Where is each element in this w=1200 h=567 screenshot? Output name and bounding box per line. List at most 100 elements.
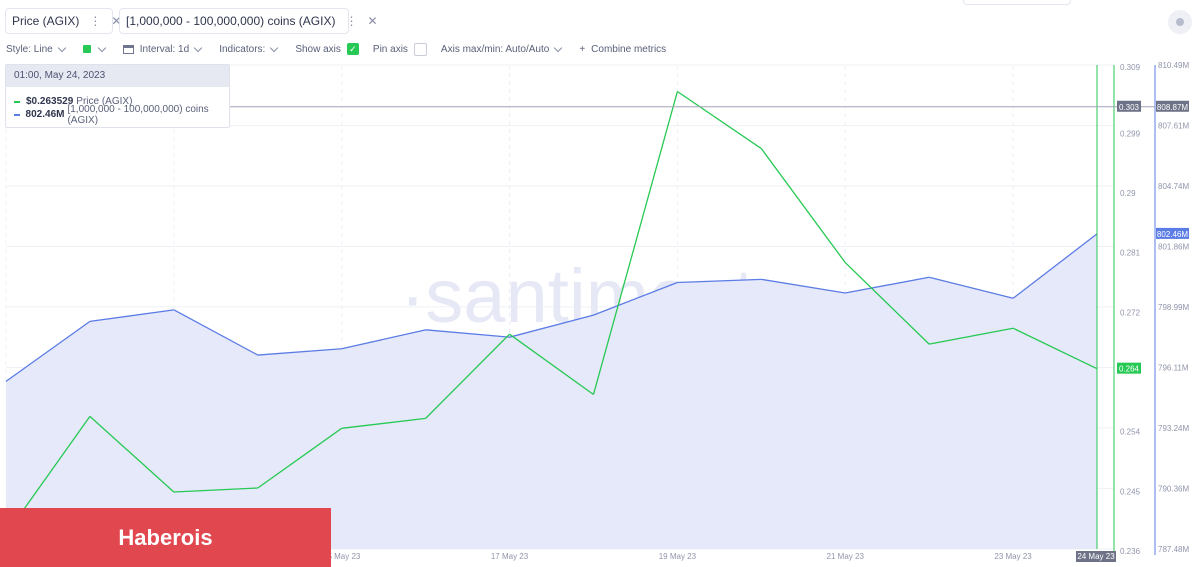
show-axis-label: Show axis [295, 43, 341, 55]
holders-axis-tick-label: 793.24M [1158, 424, 1189, 433]
show-axis-toggle[interactable]: Show axis ✓ [295, 43, 359, 55]
axis-minmax-label: Axis max/min: Auto/Auto [440, 43, 550, 55]
style-label: Style: Line [6, 43, 53, 55]
holders-line-segment [1012, 233, 1098, 299]
holders-line-segment [173, 309, 259, 356]
chart-tooltip: 01:00, May 24, 2023 $0.263529 Price (AGI… [5, 64, 230, 128]
tooltip-holders-label: [1,000,000 - 100,000,000) coins (AGIX) [67, 103, 209, 126]
price-axis-tick-label: 0.245 [1120, 487, 1141, 496]
price-axis-tick-label: 0.272 [1120, 308, 1141, 317]
metric-chip-price[interactable]: Price (AGIX) ⋮ ✕ [5, 8, 121, 34]
current-price-badge: 0.264 [1119, 365, 1140, 374]
holders-line-segment [257, 348, 342, 356]
price-line-segment [89, 415, 175, 493]
price-line-segment [760, 148, 846, 263]
tooltip-price-label: Price (AGIX) [76, 96, 133, 107]
current-holders-badge-bg [1156, 227, 1189, 239]
price-axis-tick-label: 0.299 [1120, 129, 1141, 138]
price-axis-tick-label: 0.281 [1120, 249, 1141, 258]
holders-axis-tick-label: 801.86M [1158, 243, 1189, 252]
price-axis-tick-label: 0.236 [1120, 547, 1141, 556]
tooltip-holders-value: 802.46M [25, 109, 65, 120]
price-line-segment [341, 417, 426, 429]
current-date-badge: 24 May 23 [1077, 552, 1115, 561]
indicators-label: Indicators: [219, 43, 266, 55]
metric-chip-holders[interactable]: [1,000,000 - 100,000,000) coins (AGIX) ⋮… [119, 8, 378, 34]
checkbox-empty-icon[interactable] [413, 42, 427, 56]
axis-minmax-select[interactable]: Axis max/min: Auto/Auto [440, 43, 565, 55]
color-swatch [82, 45, 91, 53]
crosshair-price-badge-bg [1117, 100, 1141, 112]
theme-toggle-icon[interactable] [1168, 10, 1192, 34]
top-right-control[interactable] [963, 0, 1071, 5]
price-axis-tick-label: 0.254 [1120, 428, 1141, 437]
holders-axis-tick-label: 804.74M [1158, 182, 1189, 191]
tooltip-row-price: $0.263529 Price (AGIX) [14, 95, 229, 108]
color-select[interactable] [82, 43, 109, 54]
combine-metrics-button[interactable]: + Combine metrics [579, 44, 666, 55]
x-tick-label: 19 May 23 [659, 552, 697, 561]
holders-line-segment [425, 329, 510, 338]
pin-axis-toggle[interactable]: Pin axis [372, 42, 427, 56]
holders-line-segment [761, 278, 846, 294]
price-line-segment [509, 333, 594, 396]
interval-label: Interval: 1d [139, 43, 190, 55]
price-line-segment [929, 327, 1014, 345]
holders-line-segment [5, 320, 91, 382]
price-line-segment [677, 90, 762, 150]
price-axis-tick-label: 0.309 [1120, 63, 1141, 72]
combine-label: Combine metrics [591, 43, 667, 55]
holders-axis-tick-label: 810.49M [1158, 61, 1189, 70]
plus-icon: + [579, 43, 586, 55]
x-tick-label: 15 May 23 [323, 552, 361, 561]
holders-line-segment [677, 278, 762, 284]
haberois-banner: Haberois [0, 508, 331, 567]
current-holders-badge: 802.46M [1157, 230, 1188, 239]
holders-line-segment [928, 276, 1014, 299]
pin-axis-label: Pin axis [372, 43, 408, 55]
holders-axis-tick-label: 796.11M [1158, 363, 1189, 372]
holders-line-segment [593, 281, 678, 316]
current-date-badge-bg [1076, 551, 1116, 562]
interval-select[interactable]: Interval: 1d [122, 43, 205, 55]
more-vertical-icon[interactable]: ⋮ [345, 14, 358, 28]
crosshair-holders-badge: 808.87M [1157, 103, 1188, 112]
crosshair-price-badge: 0.303 [1119, 103, 1140, 112]
close-icon[interactable]: ✕ [111, 14, 122, 28]
holders-line-segment [509, 314, 594, 338]
legend-marker [14, 100, 20, 103]
chart-toolbar: Style: Line Interval: 1d Indicators: Sho… [6, 41, 680, 57]
holders-line-segment [341, 329, 426, 350]
price-line-segment [1012, 327, 1098, 370]
holders-axis-tick-label: 807.61M [1158, 122, 1189, 131]
checkbox-checked-icon[interactable]: ✓ [346, 43, 359, 55]
x-tick-label: 23 May 23 [994, 552, 1032, 561]
crosshair-holders-badge-bg [1156, 100, 1189, 112]
tooltip-date: 01:00, May 24, 2023 [6, 65, 229, 87]
calendar-icon [122, 44, 134, 54]
holders-axis-tick-label: 790.36M [1158, 484, 1189, 493]
price-line-segment [592, 91, 679, 395]
holders-area [6, 233, 1097, 549]
holders-axis-tick-label: 798.99M [1158, 303, 1189, 312]
price-line-segment [425, 333, 510, 419]
price-axis-tick-label: 0.29 [1120, 189, 1136, 198]
holders-line-segment [89, 309, 174, 323]
price-line-segment [257, 427, 343, 489]
more-vertical-icon[interactable]: ⋮ [89, 14, 102, 28]
price-line-segment [173, 487, 258, 493]
indicators-select[interactable]: Indicators: [219, 43, 281, 55]
price-line-segment [844, 262, 930, 345]
metric-label: [1,000,000 - 100,000,000) coins (AGIX) [126, 14, 336, 28]
current-price-badge-bg [1117, 362, 1141, 374]
style-select[interactable]: Style: Line [6, 43, 69, 55]
close-icon[interactable]: ✕ [367, 14, 378, 28]
x-tick-label: 17 May 23 [491, 552, 529, 561]
metric-label: Price (AGIX) [12, 14, 80, 28]
x-tick-label: 21 May 23 [827, 552, 865, 561]
holders-axis-tick-label: 787.48M [1158, 545, 1189, 554]
tooltip-row-holders: 802.46M [1,000,000 - 100,000,000) coins … [14, 104, 229, 126]
tooltip-price-value: $0.263529 [26, 96, 74, 107]
chart-series [5, 90, 1098, 549]
